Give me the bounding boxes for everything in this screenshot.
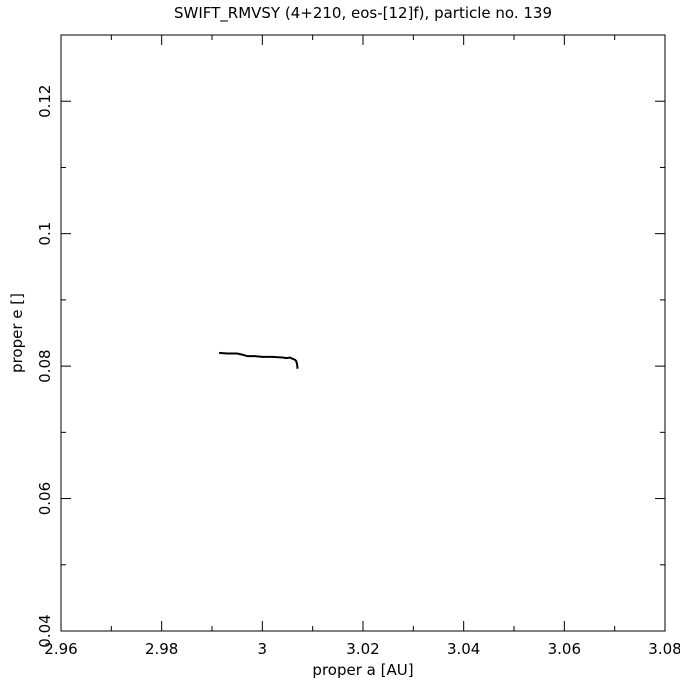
data-line bbox=[218, 351, 299, 369]
x-tick-label: 3.04 bbox=[447, 640, 480, 658]
x-tick-label: 3.06 bbox=[548, 640, 581, 658]
x-tick-label: 2.96 bbox=[44, 640, 77, 658]
x-tick-label: 3.08 bbox=[648, 640, 680, 658]
y-tick-label: 0.08 bbox=[36, 349, 54, 382]
x-tick-label: 3.02 bbox=[346, 640, 379, 658]
y-tick-label: 0.12 bbox=[36, 85, 54, 118]
plot-frame bbox=[60, 34, 666, 632]
y-axis-label: proper e [] bbox=[8, 293, 26, 373]
x-axis-label: proper a [AU] bbox=[312, 661, 413, 679]
x-tick-label: 2.98 bbox=[145, 640, 178, 658]
y-tick-label: 0.1 bbox=[36, 222, 54, 246]
x-tick-label: 3 bbox=[258, 640, 268, 658]
y-tick-label: 0.04 bbox=[36, 614, 54, 647]
y-tick-label: 0.06 bbox=[36, 482, 54, 515]
chart-title: SWIFT_RMVSY (4+210, eos-[12]f), particle… bbox=[174, 4, 552, 23]
